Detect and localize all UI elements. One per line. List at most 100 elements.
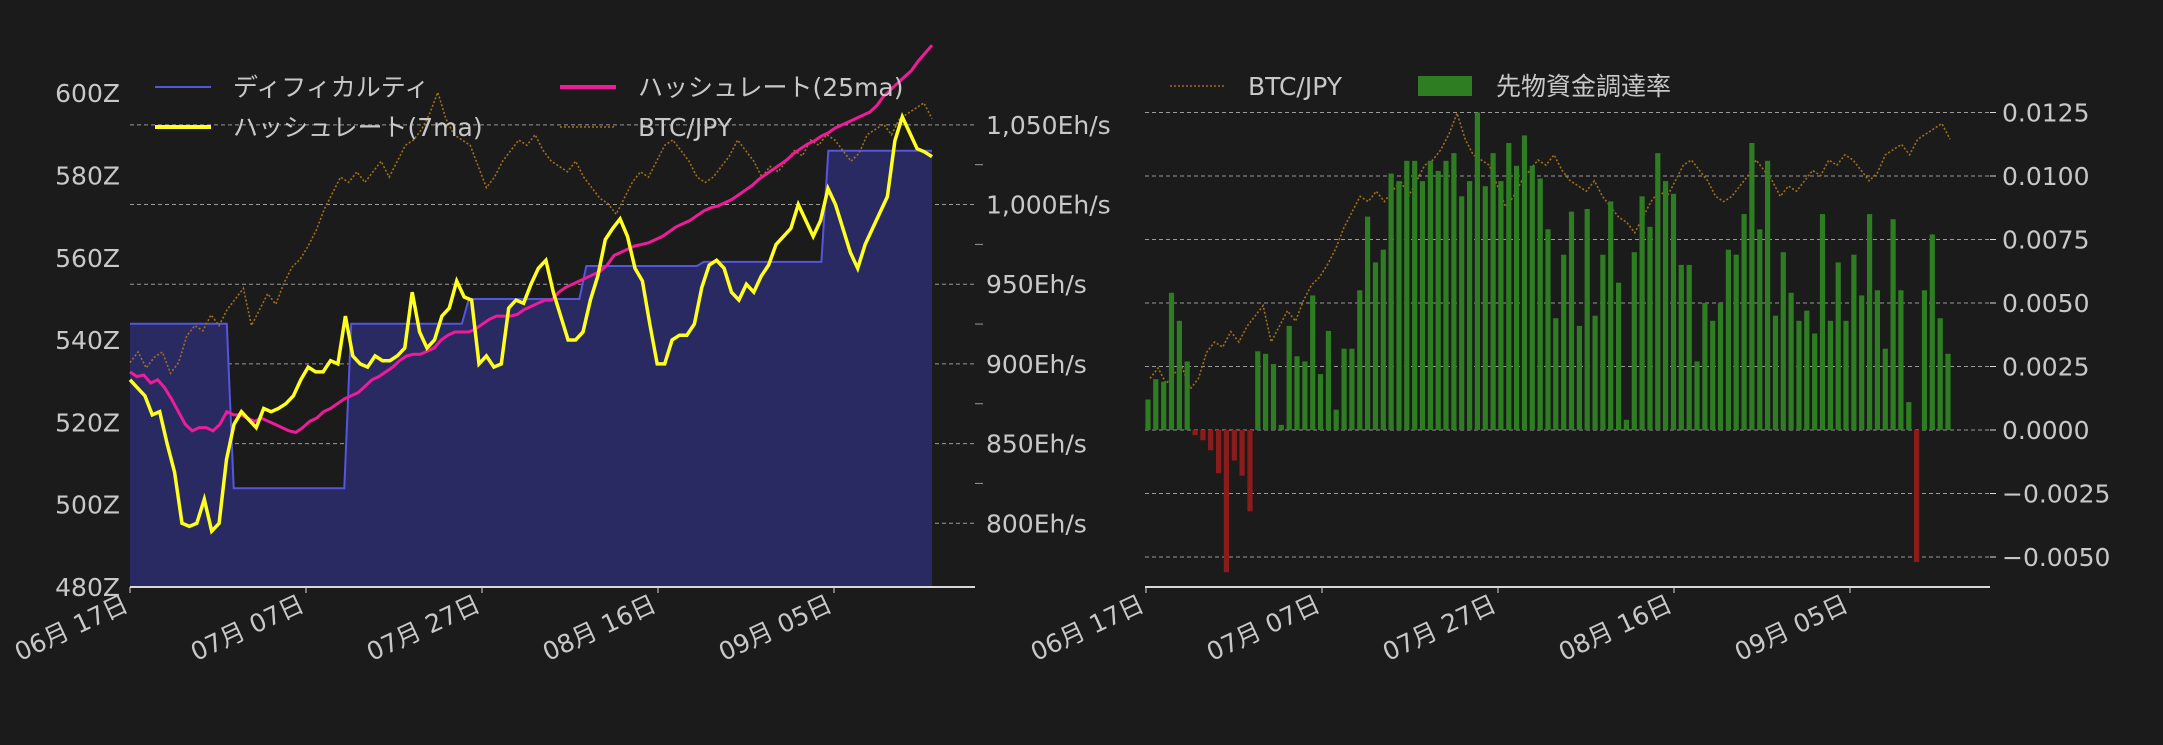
funding-bar: [1945, 353, 1951, 430]
legend-label: BTC/JPY: [1248, 72, 1343, 101]
funding-bar: [1341, 348, 1347, 430]
funding-bar: [1365, 216, 1371, 430]
funding-bar: [1419, 181, 1426, 430]
funding-bar: [1161, 381, 1167, 430]
funding-bar: [1670, 193, 1677, 430]
funding-bar: [1545, 229, 1551, 430]
funding-bar: [1780, 252, 1786, 430]
funding-bar: [1921, 290, 1928, 430]
funding-bar: [1702, 303, 1708, 430]
y-left-tick-label: 520Z: [55, 408, 120, 437]
funding-bar: [1914, 430, 1920, 563]
y-left-tick-label: 540Z: [55, 326, 120, 355]
funding-bar: [1529, 165, 1535, 431]
y-tick-label: 0.0100: [2002, 162, 2089, 191]
funding-bar: [1882, 348, 1888, 430]
funding-bar: [1168, 292, 1175, 430]
funding-bar: [1278, 424, 1284, 430]
funding-bar: [1937, 318, 1943, 430]
y-left-tick-label: 560Z: [55, 244, 120, 273]
funding-bar: [1631, 252, 1637, 430]
btc-jpy-line: [129, 89, 933, 375]
funding-bar: [1749, 143, 1755, 430]
funding-bar: [1286, 325, 1292, 430]
funding-bar: [1427, 160, 1433, 431]
funding-bar: [1270, 364, 1277, 430]
funding-bar: [1231, 430, 1237, 461]
funding-bar: [1827, 320, 1833, 430]
funding-bar: [1835, 262, 1841, 430]
hashrate-7ma-line: [128, 112, 933, 535]
funding-bar: [1247, 430, 1253, 512]
funding-bar: [1733, 254, 1739, 430]
y-left-tick-label: 580Z: [55, 162, 120, 191]
y-tick-label: 0.0050: [2002, 289, 2089, 318]
funding-bar: [1357, 290, 1363, 430]
legend-label: BTC/JPY: [638, 113, 733, 142]
y-right-tick-label: 950Eh/s: [986, 270, 1087, 299]
funding-bar: [1435, 170, 1441, 430]
funding-bar: [1890, 219, 1896, 430]
funding-bar: [1223, 430, 1229, 573]
y-right-tick-label: 800Eh/s: [986, 509, 1087, 538]
funding-bar: [1459, 196, 1465, 430]
funding-bar: [1906, 402, 1912, 430]
funding-bar: [1647, 226, 1653, 430]
funding-bar: [1717, 303, 1724, 430]
funding-bar: [1576, 325, 1582, 430]
funding-bar: [1874, 290, 1880, 430]
funding-bar: [1325, 330, 1331, 430]
funding-bar: [1255, 351, 1261, 430]
y-right-tick-label: 850Eh/s: [986, 430, 1087, 459]
funding-bar: [1239, 430, 1245, 476]
funding-bar: [1349, 348, 1355, 430]
funding-bar: [1623, 419, 1629, 430]
funding-bar: [1851, 254, 1857, 430]
funding-bar: [1372, 262, 1379, 430]
funding-bar: [1443, 160, 1449, 431]
hashrate-25ma-line: [129, 44, 934, 435]
funding-bar: [1208, 430, 1214, 451]
funding-bar: [1812, 333, 1818, 430]
funding-bar: [1200, 430, 1206, 441]
y-tick-label: −0.0050: [2002, 543, 2110, 572]
funding-bar: [1380, 249, 1386, 430]
funding-bar: [1506, 143, 1512, 430]
funding-bar: [1725, 249, 1731, 430]
funding-bar: [1412, 160, 1418, 431]
funding-bar: [1302, 361, 1308, 430]
difficulty-area: [130, 150, 932, 588]
funding-bar: [1663, 181, 1669, 430]
funding-bar: [1694, 361, 1700, 430]
funding-bar: [1498, 181, 1504, 430]
funding-bar: [1333, 409, 1339, 430]
btc-jpy-line: [1149, 110, 1951, 391]
funding-bar: [1655, 153, 1661, 430]
funding-bar: [1396, 181, 1402, 430]
funding-bar: [1741, 214, 1747, 430]
y-tick-label: 0.0075: [2002, 226, 2089, 255]
funding-bar: [1616, 282, 1622, 430]
funding-bar: [1710, 320, 1716, 430]
funding-bar: [1678, 264, 1684, 430]
funding-bar: [1788, 292, 1794, 430]
y-left-tick-label: 480Z: [55, 573, 120, 602]
legend-label: 先物資金調達率: [1496, 72, 1671, 101]
funding-bar: [1294, 356, 1300, 430]
legend-swatch: [1418, 76, 1472, 96]
funding-bar: [1592, 315, 1598, 430]
funding-bar: [1184, 361, 1190, 430]
funding-bar: [1482, 186, 1488, 430]
funding-bar: [1584, 209, 1590, 430]
y-left-tick-label: 500Z: [55, 491, 120, 520]
funding-bar: [1859, 295, 1865, 430]
funding-bar: [1561, 254, 1567, 430]
funding-bar: [1639, 196, 1645, 430]
funding-bar: [1192, 430, 1198, 436]
funding-bar: [1929, 234, 1935, 430]
y-tick-label: 0.0025: [2002, 353, 2089, 382]
funding-bar: [1819, 214, 1826, 430]
funding-bar: [1608, 201, 1614, 430]
funding-bar: [1568, 211, 1575, 430]
funding-bar: [1388, 173, 1394, 430]
